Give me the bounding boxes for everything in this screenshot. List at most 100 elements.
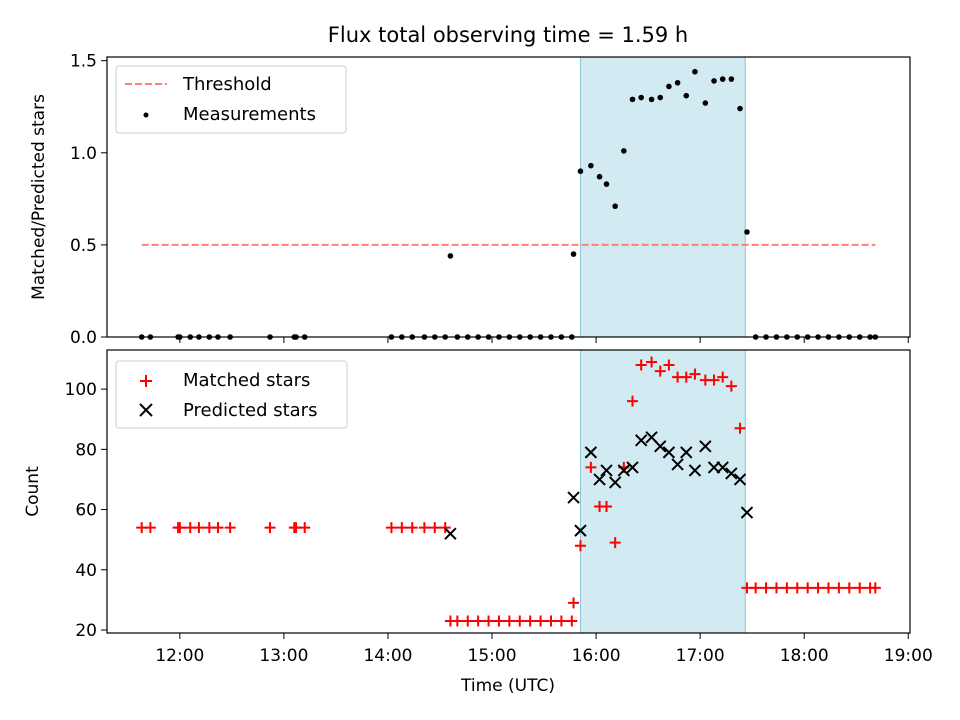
- measurement-point: [737, 105, 743, 112]
- matched-star-point: [462, 615, 474, 627]
- x-tick-label: 14:00: [363, 646, 412, 666]
- predicted-star-point: [733, 473, 747, 486]
- predicted-star-point: [617, 464, 631, 477]
- matched-star-point: [725, 380, 737, 392]
- matched-star-point: [568, 597, 580, 609]
- matched-star-point: [750, 582, 762, 594]
- measurement-point: [447, 253, 454, 259]
- predicted-star-point: [584, 446, 598, 459]
- legend-measurements-label: Measurements: [183, 104, 316, 125]
- observing-window-top: [579, 56, 746, 338]
- legend-threshold-label: Threshold: [182, 74, 272, 95]
- legend-matched-swatch: [140, 375, 152, 387]
- matched-star-point: [585, 461, 597, 473]
- top-axes-frame: [106, 56, 911, 338]
- bottom-y-ticks: 20 40 60 80 100: [65, 380, 107, 641]
- x-tick-label: 19:00: [884, 646, 933, 666]
- predicted-star-point: [593, 473, 606, 486]
- matched-star-point: [299, 522, 311, 534]
- bottom-axes-frame: [106, 349, 911, 634]
- measurement-point: [638, 94, 644, 101]
- matched-star-point: [869, 582, 881, 594]
- matched-star-point: [760, 582, 772, 594]
- bottom-y-tick-label: 100: [65, 380, 97, 400]
- x-tick-label: 17:00: [676, 646, 725, 666]
- measurement-point: [603, 181, 610, 187]
- top-y-tick-label: 1.5: [70, 52, 97, 72]
- matched-star-point: [524, 615, 536, 627]
- predicted-star-point: [671, 458, 684, 471]
- matched-star-point: [264, 522, 276, 534]
- measurement-point: [629, 96, 636, 103]
- matched-star-point: [843, 582, 855, 594]
- bottom-legend: Matched stars Predicted stars: [115, 360, 348, 429]
- matched-star-point: [802, 582, 814, 594]
- measurement-point: [588, 162, 594, 169]
- matched-star-point: [472, 615, 484, 627]
- matched-star-point: [396, 522, 408, 534]
- predicted-star-point: [662, 446, 676, 459]
- matched-star-point: [663, 359, 675, 371]
- predicted-star-point: [740, 506, 754, 519]
- measurement-point: [612, 203, 618, 210]
- measurement-point: [577, 168, 584, 175]
- bottom-panel: 20 40 60 80 100 12:00 13:00 14:00 15:00 16:00 17:…: [23, 349, 933, 696]
- matched-star-point: [406, 522, 418, 534]
- measurement-point: [648, 96, 655, 103]
- matched-star-point: [635, 359, 647, 371]
- matched-star-point: [708, 374, 720, 386]
- bottom-y-tick-label: 40: [75, 561, 97, 581]
- predicted-star-point: [725, 467, 738, 480]
- top-y-ticks: 0.0 0.5 1.0 1.5: [70, 52, 107, 348]
- predicted-stars-series: [444, 431, 754, 540]
- x-tick-label: 15:00: [468, 646, 517, 666]
- predicted-star-point: [654, 440, 667, 453]
- measurement-point: [666, 83, 672, 90]
- predicted-star-point: [716, 461, 729, 474]
- matched-star-point: [514, 615, 526, 627]
- predicted-star-point: [600, 464, 613, 477]
- predicted-star-point: [699, 440, 712, 453]
- matched-star-point: [439, 522, 451, 534]
- measurement-point: [570, 251, 577, 257]
- bottom-y-tick-label: 80: [75, 440, 97, 460]
- matched-star-point: [418, 522, 430, 534]
- matched-star-point: [535, 615, 547, 627]
- matched-star-point: [812, 582, 824, 594]
- top-y-axis-label: Matched/Predicted stars: [29, 94, 49, 300]
- matched-star-point: [609, 537, 621, 549]
- x-tick-label: 18:00: [780, 646, 829, 666]
- bottom-y-axis-label: Count: [23, 466, 43, 517]
- x-axis-label: Time (UTC): [460, 676, 555, 696]
- matched-star-point: [224, 522, 236, 534]
- legend-measurements-swatch: [143, 112, 149, 118]
- legend-predicted-swatch: [139, 403, 153, 417]
- top-y-tick-label: 0.5: [70, 236, 97, 256]
- matched-star-point: [833, 582, 845, 594]
- matched-star-point: [545, 615, 557, 627]
- predicted-star-point: [608, 476, 622, 489]
- matched-star-point: [734, 422, 746, 434]
- predicted-star-point: [634, 434, 648, 447]
- matched-star-point: [600, 501, 612, 513]
- matched-star-point: [493, 615, 505, 627]
- predicted-star-point: [444, 527, 457, 540]
- matched-star-point: [503, 615, 515, 627]
- matched-star-point: [555, 615, 567, 627]
- measurement-point: [657, 94, 664, 101]
- matched-stars-series: [136, 356, 881, 627]
- top-y-tick-label: 0.0: [70, 328, 97, 348]
- measurement-point: [711, 78, 717, 84]
- top-x-ticks: [179, 337, 909, 343]
- matched-star-point: [566, 615, 578, 627]
- matched-star-point: [854, 582, 866, 594]
- x-tick-label: 13:00: [259, 646, 308, 666]
- matched-star-point: [174, 522, 186, 534]
- bottom-x-ticks: 12:00 13:00 14:00 15:00 16:00 17:00 18:00 19:00: [155, 633, 933, 666]
- matched-star-point: [212, 522, 224, 534]
- matched-star-point: [385, 522, 397, 534]
- measurement-point: [674, 79, 681, 86]
- bottom-y-tick-label: 20: [75, 621, 97, 641]
- chart-title: Flux total observing time = 1.59 h: [328, 23, 688, 47]
- matched-star-point: [144, 522, 156, 534]
